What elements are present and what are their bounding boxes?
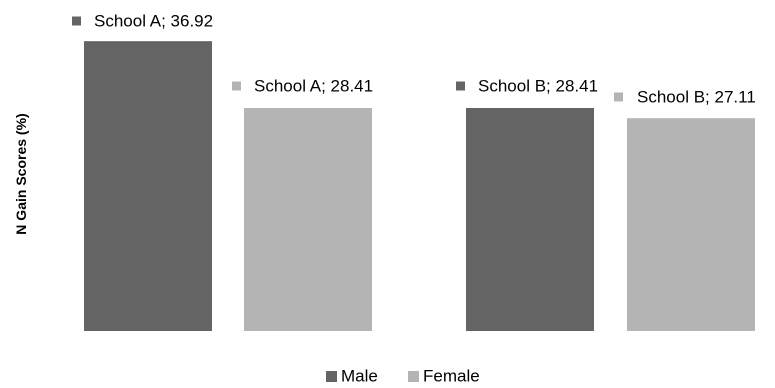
data-label-swatch <box>72 16 81 26</box>
legend-swatch-male <box>326 371 337 382</box>
legend-swatch-female <box>408 371 419 382</box>
data-label: School B; 27.11 <box>637 87 756 106</box>
data-label: School A; 28.41 <box>254 76 373 95</box>
data-label-swatch <box>456 81 465 91</box>
data-label: School A; 36.92 <box>94 11 213 30</box>
bar-school-a-female <box>244 107 372 331</box>
bar-school-b-female <box>627 118 755 332</box>
legend-label-male: Male <box>341 366 378 385</box>
data-labels-layer: School A; 36.92 School A; 28.41 School B; … <box>72 11 756 106</box>
bar-school-a-male <box>84 41 212 331</box>
data-label: School B; 28.41 <box>478 76 598 95</box>
y-axis-label: N Gain Scores (%) <box>13 113 29 234</box>
bar-school-b-male <box>466 107 594 331</box>
data-label-swatch <box>232 81 241 91</box>
bars-layer <box>84 41 755 332</box>
legend-label-female: Female <box>423 366 480 385</box>
data-label-swatch <box>614 92 623 102</box>
legend: Male Female <box>326 366 480 385</box>
